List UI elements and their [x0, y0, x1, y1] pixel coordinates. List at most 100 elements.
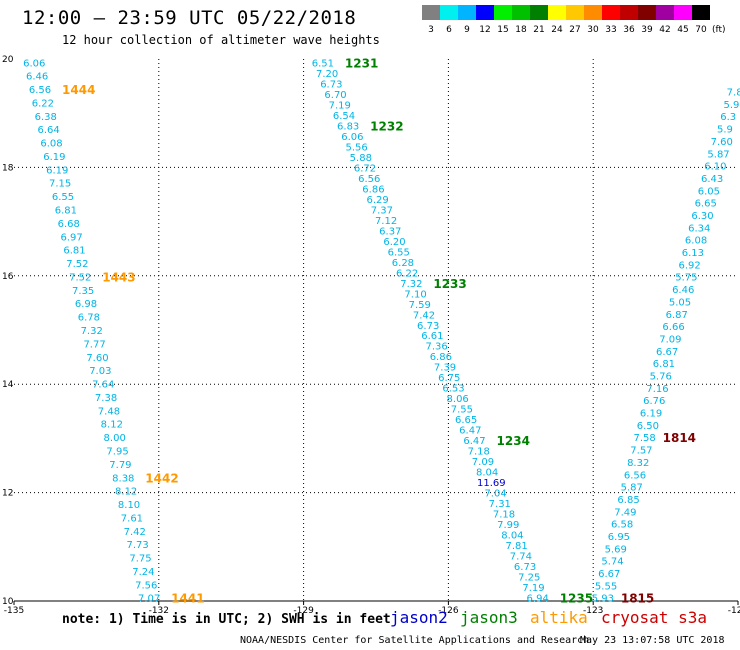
- legend-swatch: [458, 5, 476, 20]
- swh-value: 7.38: [95, 393, 117, 404]
- swh-value: 6.50: [637, 421, 659, 432]
- swh-value: 6.53: [442, 384, 464, 395]
- swh-value: 6.73: [320, 79, 342, 90]
- legend-swatch: [422, 5, 440, 20]
- swh-value: 6.85: [617, 495, 639, 506]
- swh-value: 6.86: [362, 184, 384, 195]
- swh-value: 6.19: [640, 409, 662, 420]
- page-subtitle: 12 hour collection of altimeter wave hei…: [62, 33, 380, 47]
- swh-value: 6.72: [354, 163, 376, 174]
- timestamp: May 23 13:07:58 UTC 2018: [580, 635, 725, 646]
- legend-swatch: [512, 5, 530, 20]
- credit-text: NOAA/NESDIS Center for Satellite Applica…: [240, 635, 590, 646]
- swh-value: 6.37: [379, 226, 401, 237]
- swh-value: 7.16: [646, 384, 668, 395]
- swh-value: 8.12: [115, 487, 137, 498]
- swh-value: 5.55: [595, 581, 617, 592]
- swh-value: 7.42: [413, 310, 435, 321]
- swh-value: 7.59: [409, 300, 431, 311]
- swh-value: 7.12: [375, 216, 397, 227]
- lon-tick-label: -123: [583, 606, 603, 616]
- legend-swatch: [440, 5, 458, 20]
- swh-value: 7.32: [81, 326, 103, 337]
- swh-value: 7.19: [522, 583, 544, 594]
- legend-label: 39: [641, 25, 653, 35]
- swh-value: 6.75: [438, 373, 460, 384]
- swh-value: 7.09: [472, 457, 494, 468]
- swh-value: 6.06: [341, 132, 363, 143]
- swh-value: 7.35: [72, 286, 94, 297]
- legend-swatch: [674, 5, 692, 20]
- swh-value: 7.55: [451, 405, 473, 416]
- legend-swatch: [548, 5, 566, 20]
- swh-value: 6.19: [46, 165, 68, 176]
- swh-value: 7.09: [659, 334, 681, 345]
- swh-value: 5.87: [707, 149, 729, 160]
- legend-swatch: [620, 5, 638, 20]
- legend-swatch: [476, 5, 494, 20]
- legend-swatch: [494, 5, 512, 20]
- swh-value: 6.67: [656, 347, 678, 358]
- swh-value: 6.64: [37, 125, 59, 136]
- swh-value: 6.66: [662, 322, 684, 333]
- lat-tick-label: 16: [2, 272, 14, 282]
- swh-value: 6.22: [396, 268, 418, 279]
- swh-value: 5.9: [723, 100, 739, 111]
- legend-label: 45: [677, 25, 688, 35]
- swh-value: 6.51: [312, 58, 334, 69]
- lat-tick-label: 18: [2, 163, 14, 173]
- legend-label: 6: [446, 25, 452, 35]
- legend-label: 21: [533, 25, 544, 35]
- swh-value: 7.10: [404, 289, 426, 300]
- swh-value: 5.56: [345, 142, 367, 153]
- lat-tick-label: 10: [2, 597, 14, 607]
- legend-swatch: [656, 5, 674, 20]
- swh-value: 7.74: [510, 552, 532, 563]
- swh-value: 7.18: [493, 510, 515, 521]
- time-label: 1232: [370, 119, 403, 133]
- legend-unit: (ft): [712, 25, 726, 35]
- swh-value: 6.47: [459, 426, 481, 437]
- swh-value: 6.92: [678, 260, 700, 271]
- swh-value: 6.87: [666, 310, 688, 321]
- swh-value: 7.52: [66, 259, 88, 270]
- time-label: 1443: [102, 270, 135, 284]
- lat-tick-label: 12: [2, 489, 13, 499]
- swh-value: 7.73: [127, 540, 149, 551]
- time-label: 1815: [621, 592, 654, 606]
- swh-value: 7.36: [425, 342, 447, 353]
- legend-label: 9: [464, 25, 470, 35]
- swh-value: 6.08: [685, 236, 707, 247]
- legend-swatch: [692, 5, 710, 20]
- swh-value: 6.47: [463, 436, 485, 447]
- swh-value: 6.81: [653, 359, 675, 370]
- swh-value: 7.52: [69, 272, 91, 283]
- swh-value: 6.73: [417, 321, 439, 332]
- swh-value: 6.76: [643, 396, 665, 407]
- lon-tick-label: -126: [438, 606, 459, 616]
- swh-value: 6.61: [421, 331, 443, 342]
- swh-value: 6.46: [672, 285, 694, 296]
- swh-value: 5.75: [675, 273, 697, 284]
- page-title: 12:00 – 23:59 UTC 05/22/2018: [22, 7, 357, 29]
- legend-swatch: [602, 5, 620, 20]
- swh-value: 6.56: [624, 470, 646, 481]
- swh-value: 7.8: [727, 88, 740, 99]
- swh-value: 6.19: [43, 152, 65, 163]
- swh-value: 6.30: [691, 211, 713, 222]
- swh-value: 6.54: [333, 111, 355, 122]
- legend-label: 24: [551, 25, 563, 35]
- legend-label: 12: [479, 25, 490, 35]
- swh-value: 6.3: [720, 112, 736, 123]
- legend-label: 42: [659, 25, 670, 35]
- swh-value: 7.42: [124, 527, 146, 538]
- time-label: 1441: [171, 592, 204, 606]
- swh-value: 6.05: [698, 186, 720, 197]
- legend-label: 15: [497, 25, 508, 35]
- lat-tick-label: 14: [2, 380, 14, 390]
- swh-value: 6.56: [29, 85, 51, 96]
- swh-value: 6.73: [514, 562, 536, 573]
- time-label: 1234: [497, 434, 530, 448]
- swh-value: 6.86: [430, 352, 452, 363]
